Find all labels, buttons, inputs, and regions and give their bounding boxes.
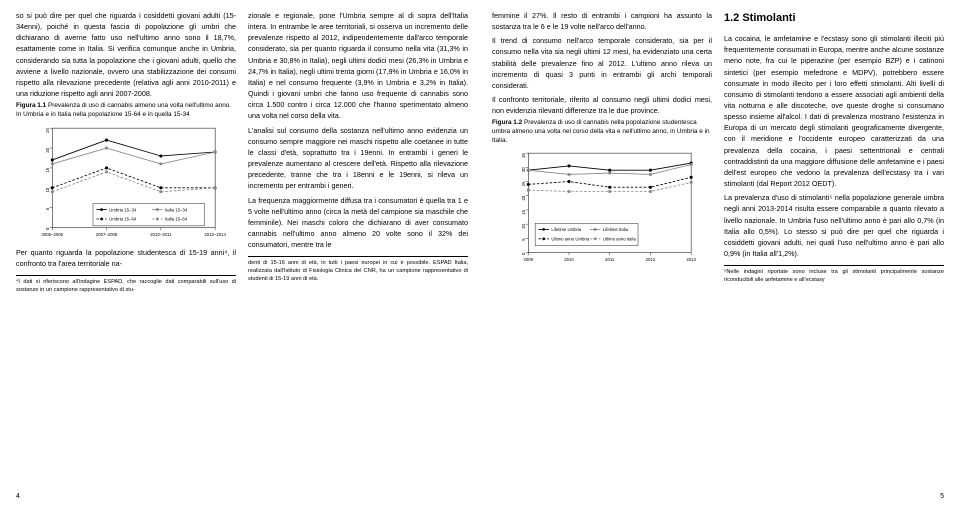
body-text: La prevalenza d'uso di stimolanti⁵ nella… bbox=[724, 192, 944, 259]
svg-text:2010−2011: 2010−2011 bbox=[150, 232, 172, 237]
svg-text:0: 0 bbox=[45, 226, 50, 229]
svg-text:15: 15 bbox=[45, 167, 50, 172]
figure-caption: Figura 1.2 Prevalenza di uso di cannabis… bbox=[492, 119, 712, 145]
svg-text:Italia 15−34: Italia 15−34 bbox=[165, 207, 188, 212]
svg-text:25: 25 bbox=[45, 127, 50, 132]
footnote-block: ⁵Nelle indagini riportate sono incluse t… bbox=[724, 265, 944, 285]
body-text: L'analisi sul consumo della sostanza nel… bbox=[248, 125, 468, 192]
svg-text:Italia 15−64: Italia 15−64 bbox=[165, 216, 188, 221]
svg-text:Lifetime Italia: Lifetime Italia bbox=[603, 227, 629, 232]
svg-text:0: 0 bbox=[521, 252, 526, 255]
footnote-block: denti di 15-16 anni di età, in tutti i p… bbox=[248, 256, 468, 283]
svg-text:2013−2014: 2013−2014 bbox=[204, 232, 226, 237]
svg-text:Ultimo anno Umbria: Ultimo anno Umbria bbox=[551, 237, 589, 242]
svg-text:35: 35 bbox=[521, 153, 526, 158]
svg-text:2013: 2013 bbox=[686, 257, 696, 262]
svg-text:5: 5 bbox=[521, 238, 526, 241]
page4-col1: so si può dire per quel che riguarda i c… bbox=[16, 10, 236, 503]
footnote-text: ⁵Nelle indagini riportate sono incluse t… bbox=[724, 269, 944, 285]
svg-text:25: 25 bbox=[521, 181, 526, 186]
page-number: 4 bbox=[16, 492, 20, 503]
body-text: La frequenza maggiormente diffusa tra i … bbox=[248, 195, 468, 251]
svg-text:2005−2006: 2005−2006 bbox=[42, 232, 64, 237]
svg-text:2010: 2010 bbox=[564, 257, 574, 262]
body-text: Per quanto riguarda la popolazione stude… bbox=[16, 247, 236, 269]
body-text: femmine il 27%. Il resto di entrambi i c… bbox=[492, 10, 712, 32]
page-4: so si può dire per quel che riguarda i c… bbox=[16, 10, 480, 503]
svg-text:Lifetime Umbria: Lifetime Umbria bbox=[551, 227, 581, 232]
figure-number: Figura 1.1 bbox=[16, 102, 46, 109]
figure-number: Figura 1.2 bbox=[492, 119, 522, 126]
body-text: zionale e regionale, pone l'Umbria sempr… bbox=[248, 10, 468, 122]
svg-text:5: 5 bbox=[45, 207, 50, 210]
figure-caption-text: Prevalenza di uso di cannabis nella popo… bbox=[492, 119, 710, 143]
page5-col1: femmine il 27%. Il resto di entrambi i c… bbox=[492, 10, 712, 503]
body-text: La cocaina, le amfetamine e l'ecstasy so… bbox=[724, 33, 944, 189]
page-5: femmine il 27%. Il resto di entrambi i c… bbox=[480, 10, 944, 503]
svg-text:20: 20 bbox=[521, 195, 526, 200]
svg-text:10: 10 bbox=[45, 187, 50, 192]
svg-text:Umbria 15−64: Umbria 15−64 bbox=[109, 216, 137, 221]
document-spread: so si può dire per quel che riguarda i c… bbox=[0, 0, 960, 511]
footnote-block: ⁴I dati si riferiscono all'indagine ESPA… bbox=[16, 275, 236, 295]
svg-text:Umbria 15−34: Umbria 15−34 bbox=[109, 207, 137, 212]
page4-col2: zionale e regionale, pone l'Umbria sempr… bbox=[248, 10, 468, 503]
svg-text:2009: 2009 bbox=[524, 257, 534, 262]
svg-text:2011: 2011 bbox=[605, 257, 615, 262]
body-text: Il trend di consumo nell'arco temporale … bbox=[492, 35, 712, 91]
page-number: 5 bbox=[940, 492, 944, 503]
footnote-text: ⁴I dati si riferiscono all'indagine ESPA… bbox=[16, 279, 236, 295]
body-text: Il confronto territoriale, riferito al c… bbox=[492, 94, 712, 116]
page5-col2: 1.2 Stimolanti La cocaina, le amfetamine… bbox=[724, 10, 944, 503]
svg-text:30: 30 bbox=[521, 167, 526, 172]
body-text: so si può dire per quel che riguarda i c… bbox=[16, 10, 236, 99]
svg-text:15: 15 bbox=[521, 210, 526, 215]
svg-text:Ultimo anno Italia: Ultimo anno Italia bbox=[603, 237, 637, 242]
svg-text:2007−2008: 2007−2008 bbox=[96, 232, 118, 237]
figure-caption: Figura 1.1 Prevalenza di uso di cannabis… bbox=[16, 102, 236, 119]
svg-text:10: 10 bbox=[521, 224, 526, 229]
footnote-text: denti di 15-16 anni di età, in tutti i p… bbox=[248, 260, 468, 283]
figure-1-2-chart: 0 5 10 15 20 25 30 35 2009 2010 2011 2012 2013 Lifeti… bbox=[492, 148, 712, 268]
svg-text:2012: 2012 bbox=[646, 257, 656, 262]
svg-text:20: 20 bbox=[45, 147, 50, 152]
figure-caption-text: Prevalenza di uso di cannabis almeno una… bbox=[16, 102, 231, 118]
figure-1-1-chart: 0 5 10 15 20 25 2005−2006 2007−2008 2010−2011 201… bbox=[16, 123, 236, 243]
section-heading: 1.2 Stimolanti bbox=[724, 10, 944, 27]
